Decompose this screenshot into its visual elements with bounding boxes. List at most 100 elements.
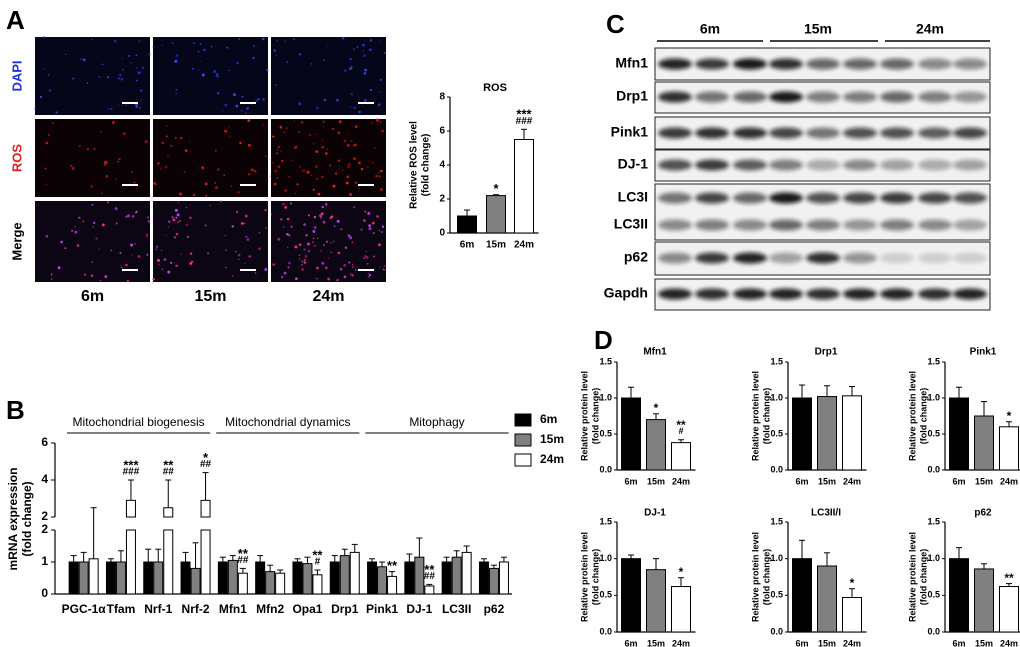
micrograph-dot [286, 246, 289, 249]
micrograph-dot [180, 253, 182, 255]
micrograph-dot [121, 57, 124, 60]
micrograph-dot [80, 58, 83, 61]
blot-band [918, 192, 952, 204]
micrograph-dot [176, 213, 180, 217]
micrograph-dot [240, 109, 243, 112]
blot-band [733, 219, 767, 231]
micrograph-dot [312, 188, 315, 191]
blot-band [806, 159, 840, 171]
bar [153, 561, 164, 595]
micrograph-dot [236, 211, 239, 214]
micrograph-dot [252, 56, 255, 60]
blot-band [953, 252, 987, 264]
micrograph-dot [167, 220, 171, 223]
micrograph-dot [246, 238, 250, 241]
micrograph-dot [264, 208, 267, 212]
micrograph-dot [166, 155, 169, 158]
micrograph-dot [378, 229, 381, 232]
micrograph-dot [185, 224, 188, 226]
micrograph-bg [153, 201, 268, 282]
bar [312, 574, 323, 595]
micrograph-dot [60, 240, 63, 244]
micrograph-dot [74, 230, 78, 234]
micrograph-dot [273, 49, 277, 52]
bar [999, 586, 1019, 633]
micrograph-dot [258, 247, 262, 251]
micrograph-dot [323, 244, 325, 246]
micrograph-dot [248, 255, 251, 258]
micrograph-dot [291, 159, 294, 162]
micrograph-dot [91, 261, 94, 263]
micrograph-dot [175, 88, 178, 91]
micrograph-dot [204, 224, 207, 227]
micrograph-dot [328, 164, 332, 167]
micrograph-dot [138, 106, 141, 109]
micrograph-dot [167, 226, 170, 228]
bar [265, 571, 276, 595]
micrograph-dot [384, 51, 387, 55]
significance-mark: ** [1004, 571, 1014, 585]
panel-letter: D [594, 325, 613, 355]
micrograph-dot [215, 72, 219, 76]
x-tick-label: 6m [952, 638, 965, 647]
x-tick-label: 15m [486, 240, 506, 251]
blot-band [695, 127, 729, 139]
legend-label: 6m [540, 412, 557, 426]
micrograph-dot [221, 109, 224, 112]
x-tick-label: 15m [647, 476, 665, 486]
blot-band [695, 252, 729, 264]
micrograph-dot [333, 225, 336, 227]
x-tick-label: 24m [843, 638, 861, 647]
micrograph-dot [274, 169, 278, 173]
micrograph-dot [338, 120, 342, 124]
blot-band [658, 58, 692, 70]
micrograph-dot [93, 147, 96, 150]
micrograph-dot [47, 133, 50, 136]
significance-mark: ** [163, 457, 174, 472]
x-tick-label: p62 [484, 602, 505, 616]
group-label: Mitochondrial biogenesis [73, 415, 205, 429]
micrograph-dot [98, 248, 100, 250]
bar [949, 397, 969, 471]
micrograph-dot [327, 257, 330, 259]
blot-band [769, 91, 803, 103]
micrograph-dot [42, 35, 45, 39]
blot-band [733, 252, 767, 264]
micrograph-dot [210, 45, 213, 48]
micrograph [270, 118, 386, 197]
significance-mark: * [493, 181, 499, 196]
bar [414, 556, 425, 595]
micrograph-dot [91, 38, 93, 41]
micrograph-dot [228, 69, 230, 72]
micrograph-dot [171, 42, 174, 44]
micrograph-dot [45, 234, 49, 238]
micrograph-dot [298, 102, 301, 106]
bar [817, 396, 837, 471]
micrograph-dot [349, 106, 352, 108]
x-tick-label: 6m [795, 476, 808, 486]
micrograph-dot [71, 167, 75, 170]
micrograph-dot [365, 250, 368, 253]
micrograph-dot [330, 251, 333, 254]
micrograph-dot [127, 214, 131, 218]
micrograph-dot [125, 263, 128, 267]
micrograph [35, 119, 150, 197]
micrograph-dot [363, 54, 366, 58]
bar [457, 215, 477, 234]
blot-band [769, 192, 803, 204]
y-tick-label: 1.5 [599, 356, 612, 366]
chart-title: DJ-1 [644, 508, 666, 519]
blot-group-label: 15m [804, 21, 832, 37]
bar [498, 561, 509, 595]
blot-row-label: Gapdh [604, 285, 648, 301]
micrograph-dot [131, 215, 135, 218]
micrograph-dot [303, 261, 307, 264]
significance-mark: * [1007, 409, 1012, 423]
micrograph-dot [243, 222, 246, 225]
chart-title: LC3II/I [811, 508, 841, 519]
micrograph [34, 35, 151, 115]
micrograph-dot [45, 183, 48, 186]
y-tick-label: 0 [439, 228, 445, 239]
micrograph-dot [231, 225, 234, 228]
micrograph-dot [118, 104, 120, 107]
